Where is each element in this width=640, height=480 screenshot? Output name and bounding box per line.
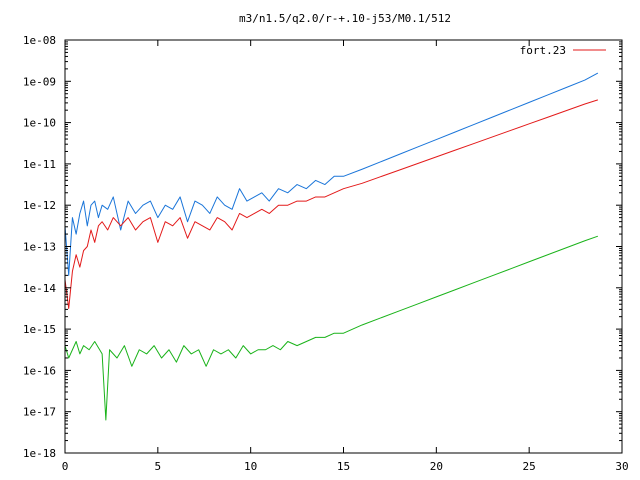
x-tick-label: 20 [430,460,443,473]
y-tick-label: 1e-13 [23,241,56,254]
y-tick-label: 1e-15 [23,323,56,336]
y-tick-label: 1e-17 [23,406,56,419]
series-layer [64,72,599,421]
x-tick-label: 15 [337,460,350,473]
series-line-2 [64,99,599,309]
y-tick-label: 1e-16 [23,364,56,377]
x-tick-label: 5 [155,460,162,473]
y-tick-label: 1e-14 [23,282,56,295]
y-axis: 1e-08 1e-09 1e-10 1e-11 1e-12 1e-13 1e-14 1e-15… [23,34,622,460]
y-tick-label: 1e-18 [23,447,56,460]
chart-title: m3/n1.5/q2.0/r-+.10-j53/M0.1/512 [239,12,451,25]
x-tick-label: 30 [615,460,628,473]
legend-label: fort.23 [520,44,566,57]
legend: fort.23 [520,44,606,57]
x-tick-label: 0 [62,460,69,473]
x-axis: 0 5 10 15 20 25 30 [62,40,629,473]
y-tick-label: 1e-11 [23,158,56,171]
series-line-1 [64,72,599,276]
series-line-3 [64,235,599,421]
y-tick-label: 1e-12 [23,199,56,212]
y-tick-label: 1e-10 [23,117,56,130]
y-tick-label: 1e-08 [23,34,56,47]
x-tick-label: 10 [244,460,257,473]
x-tick-label: 25 [523,460,536,473]
y-tick-label: 1e-09 [23,75,56,88]
